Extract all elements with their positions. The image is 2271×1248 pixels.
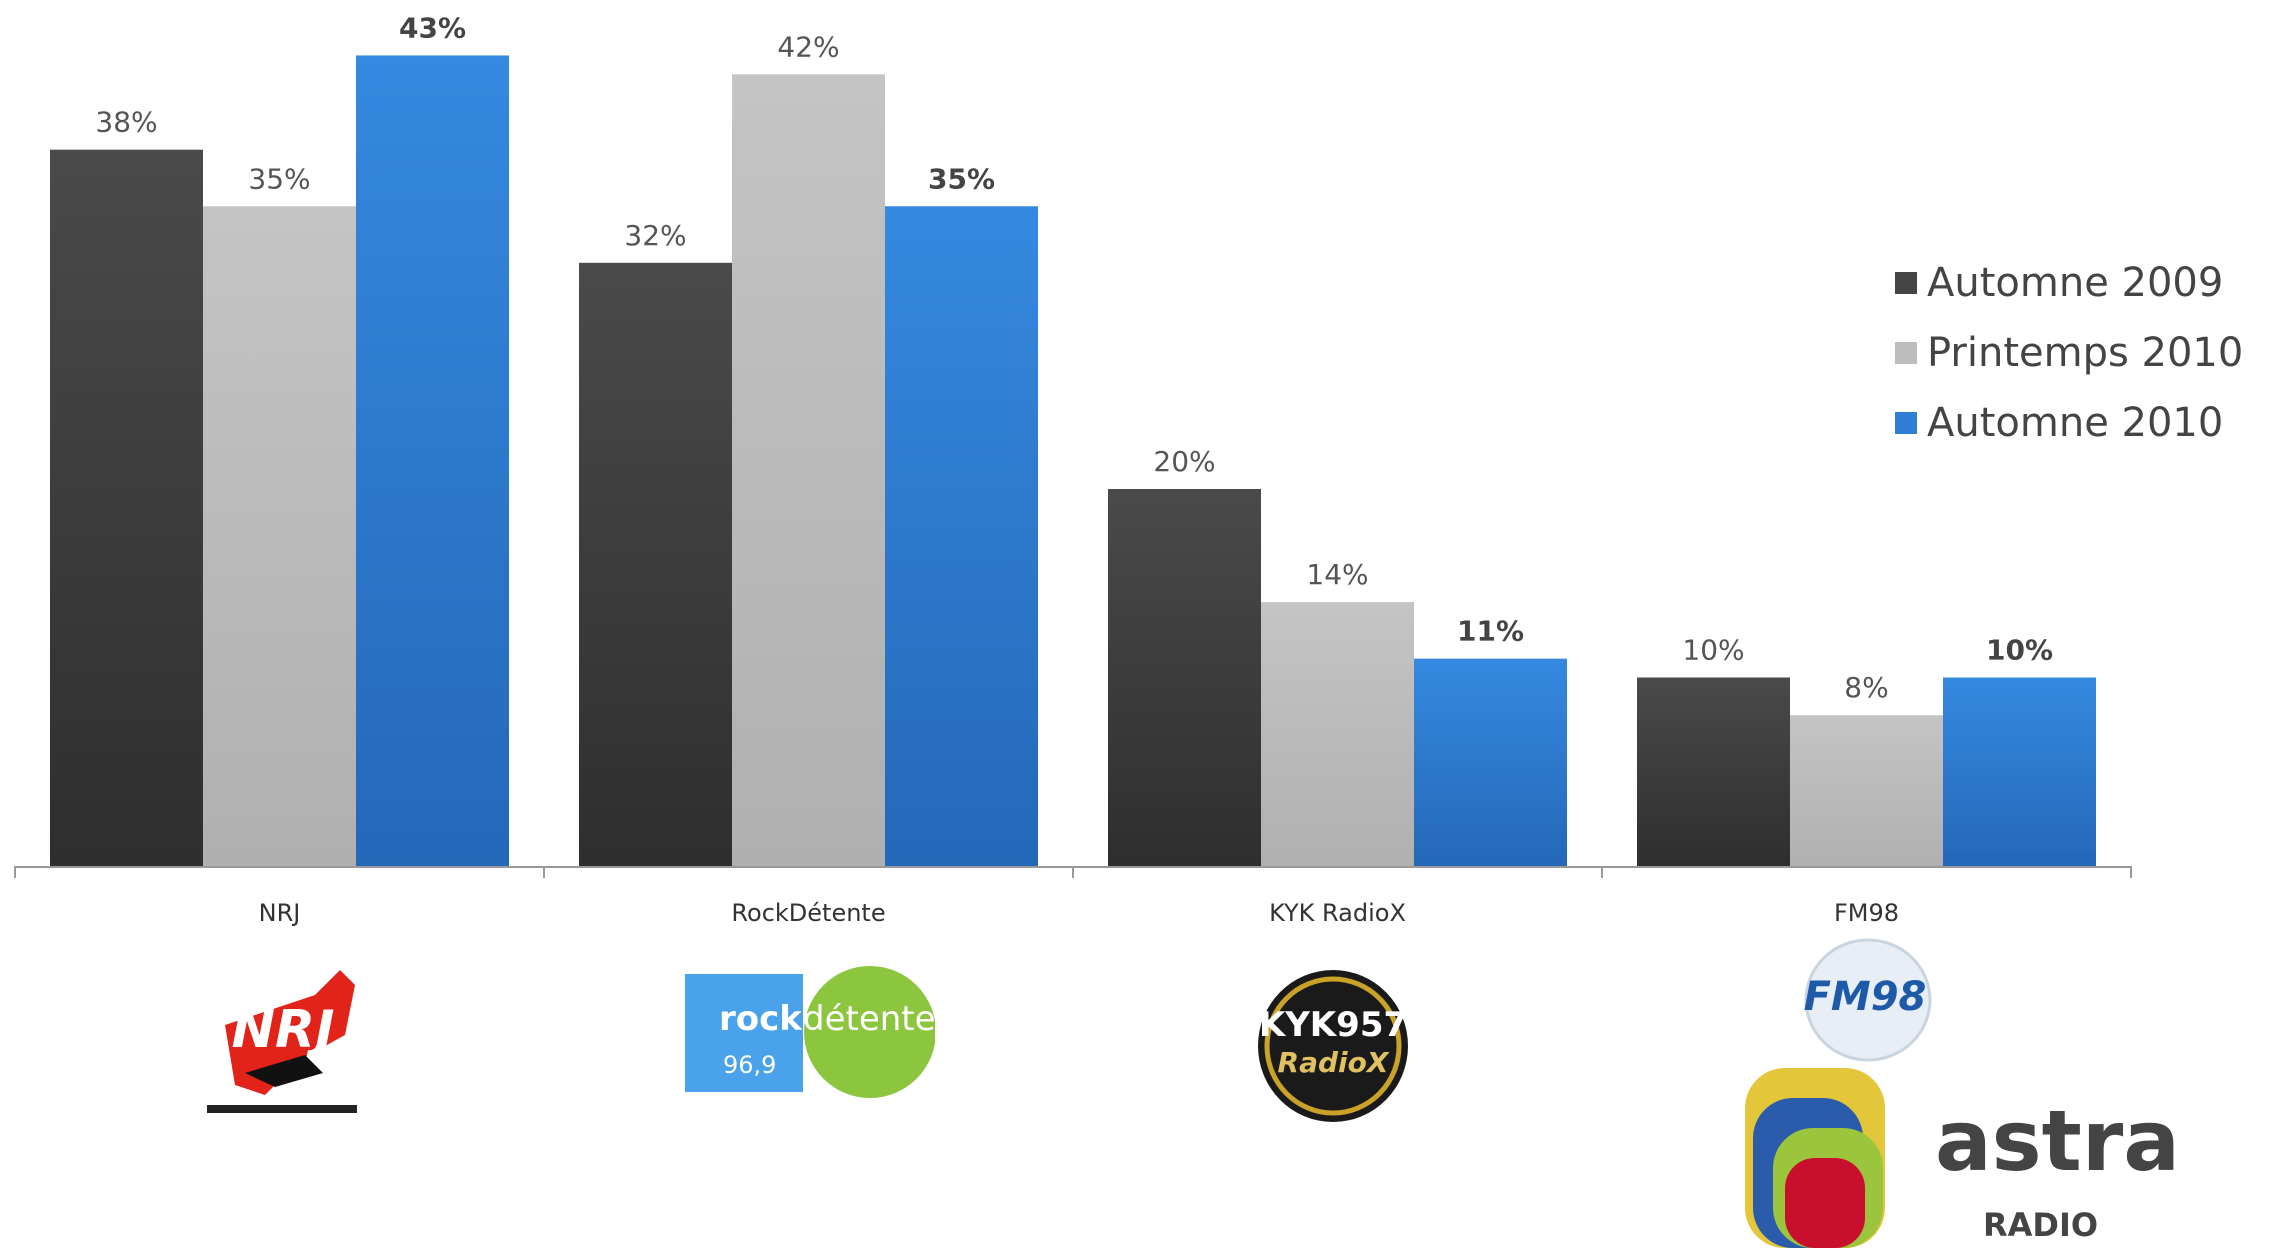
x-tick-label: RockDétente xyxy=(731,899,885,927)
data-label: 8% xyxy=(1844,671,1888,704)
legend-swatch xyxy=(1895,342,1917,364)
bar-kyk-radiox-series-1 xyxy=(1261,602,1414,866)
legend-label: Automne 2009 xyxy=(1927,260,2224,306)
data-label: 32% xyxy=(624,219,686,252)
bar-kyk-radiox-series-2 xyxy=(1414,658,1567,866)
kyk-radiox-logo: KYK957 RadioX xyxy=(1258,970,1408,1122)
bar-rockd-tente-series-1 xyxy=(732,74,885,867)
bar-nrj-series-1 xyxy=(203,206,356,866)
x-tick-label: NRJ xyxy=(259,899,301,927)
svg-text:96,9: 96,9 xyxy=(723,1051,776,1079)
bar-rockd-tente-series-2 xyxy=(885,206,1038,866)
data-label: 11% xyxy=(1457,615,1524,648)
bar-fm98-series-0 xyxy=(1637,677,1790,866)
x-axis: NRJ RockDétente KYK RadioX FM98 xyxy=(14,866,2132,927)
data-label: 38% xyxy=(95,106,157,139)
data-label: 35% xyxy=(928,162,995,195)
legend-label: Printemps 2010 xyxy=(1927,330,2244,376)
svg-text:détente: détente xyxy=(803,999,935,1039)
svg-text:RadioX: RadioX xyxy=(1278,1046,1390,1079)
data-label: 10% xyxy=(1986,634,2053,667)
data-label: 10% xyxy=(1682,634,1744,667)
bar-rockd-tente-series-0 xyxy=(579,262,732,866)
bar-nrj-series-2 xyxy=(356,55,509,866)
legend: Automne 2009 Printemps 2010 Automne 2010 xyxy=(1895,248,2243,458)
bar-fm98-series-2 xyxy=(1943,677,2096,866)
data-label: 20% xyxy=(1153,445,1215,478)
svg-text:RADIO: RADIO xyxy=(1983,1206,2098,1244)
svg-text:rock: rock xyxy=(719,999,803,1039)
bar-kyk-radiox-series-0 xyxy=(1108,489,1261,866)
astral-radio-logo: astral RADIO xyxy=(1745,1068,2175,1248)
legend-swatch xyxy=(1895,412,1917,434)
bar-fm98-series-1 xyxy=(1790,715,1943,866)
legend-swatch xyxy=(1895,272,1917,294)
svg-text:KYK957: KYK957 xyxy=(1259,1005,1407,1045)
nrj-logo: NRJ xyxy=(207,970,357,1113)
legend-item-printemps-2010: Printemps 2010 xyxy=(1895,318,2243,388)
svg-text:astral: astral xyxy=(1935,1092,2175,1190)
data-label: 14% xyxy=(1306,558,1368,591)
x-tick-label: KYK RadioX xyxy=(1269,899,1406,927)
svg-text:NRJ: NRJ xyxy=(232,1000,335,1060)
value-labels-group: 38% 35% 43% 32% 42% 35% 20% 14% 11% 10% 8% 10% xyxy=(95,11,2053,704)
legend-item-automne-2009: Automne 2009 xyxy=(1895,248,2243,318)
fm98-logo: FM98 xyxy=(1804,938,1932,1062)
x-tick-label: FM98 xyxy=(1834,899,1899,927)
legend-item-automne-2010: Automne 2010 xyxy=(1895,388,2243,458)
legend-label: Automne 2010 xyxy=(1927,400,2224,446)
bars-group xyxy=(50,55,2096,867)
data-label: 43% xyxy=(399,11,466,44)
rockdetente-logo: rock détente 96,9 xyxy=(685,966,935,1098)
data-label: 35% xyxy=(248,162,310,195)
bar-nrj-series-0 xyxy=(50,149,203,866)
data-label: 42% xyxy=(777,30,839,63)
svg-text:FM98: FM98 xyxy=(1804,974,1927,1020)
